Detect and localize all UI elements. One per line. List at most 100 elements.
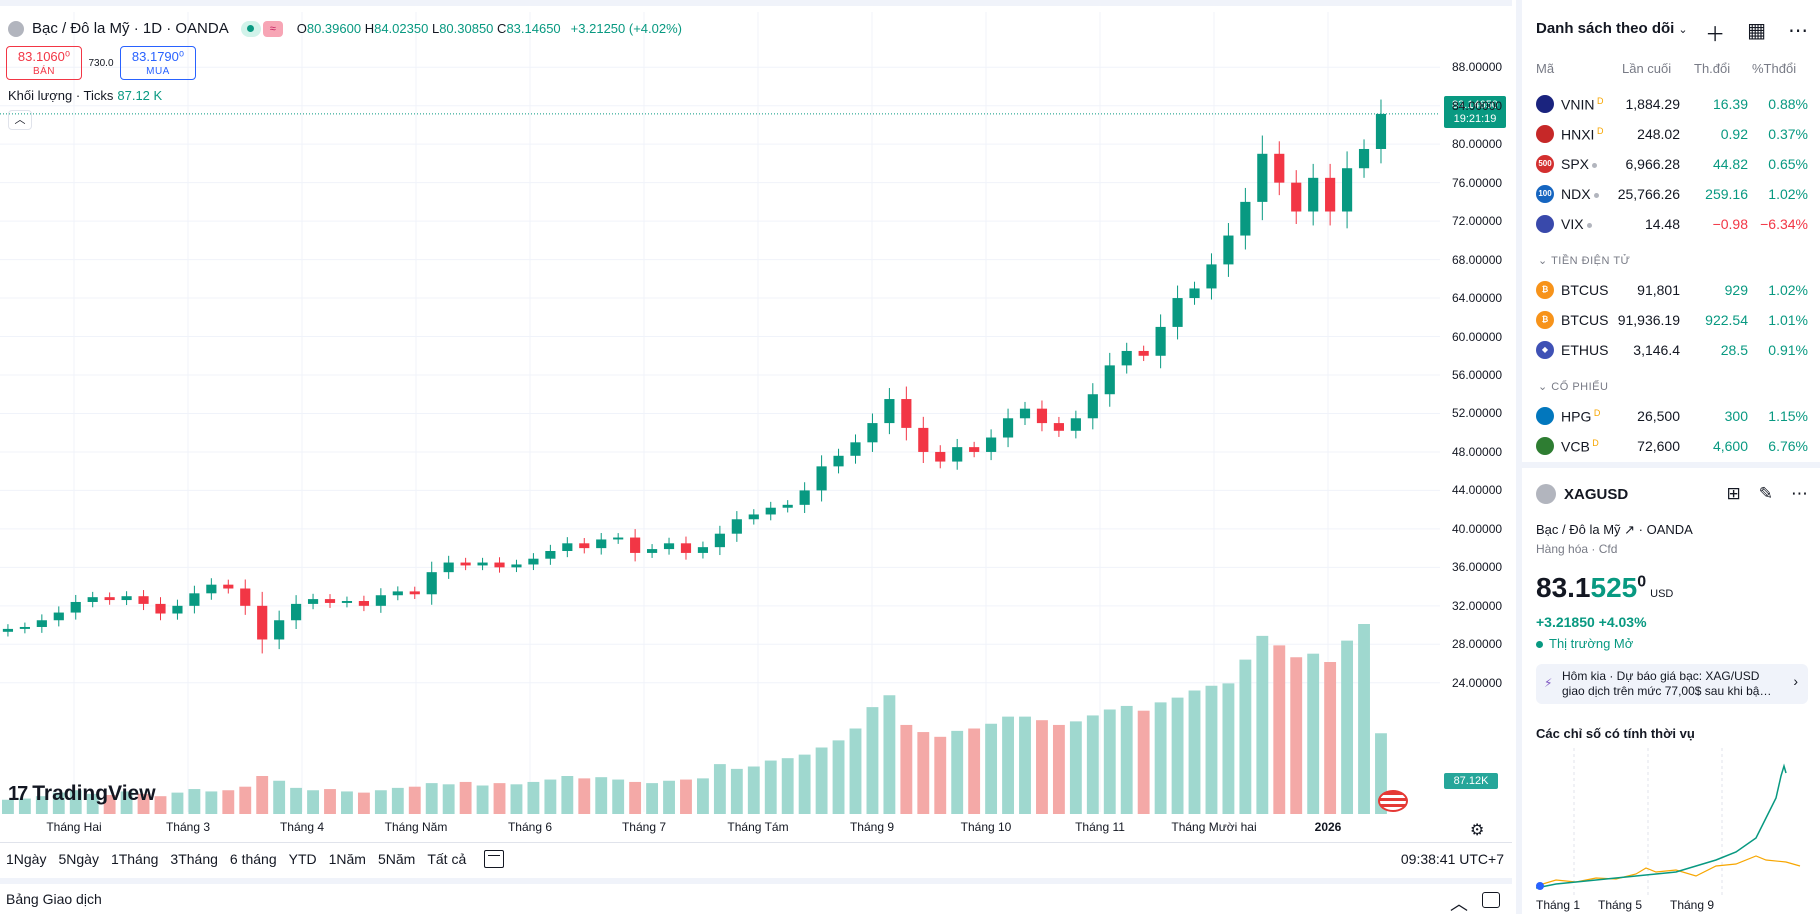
volume-bar: [442, 784, 455, 814]
price-axis-label: 56.00000: [1452, 368, 1503, 382]
market-status: Thị trường Mở: [1536, 636, 1633, 651]
range-button[interactable]: YTD: [288, 850, 317, 867]
range-button[interactable]: 6 tháng: [229, 850, 277, 867]
watchlist-row[interactable]: ₿ BTCUS 91,936.19 922.54 1.01%: [1522, 305, 1820, 335]
volume-bar: [1154, 702, 1167, 814]
candle: [409, 591, 420, 595]
news-card[interactable]: ⚡ Hôm kia · Dự báo giá bạc: XAG/USD giao…: [1536, 664, 1808, 704]
candle: [307, 599, 319, 604]
chevron-up-icon[interactable]: ︿: [1450, 894, 1468, 914]
detail-title[interactable]: XAGUSD: [1536, 484, 1628, 504]
watchlist-row[interactable]: 100 NDX 25,766.26 259.16 1.02%: [1522, 179, 1820, 209]
edit-icon[interactable]: ✎: [1758, 484, 1773, 503]
watchlist-row[interactable]: VNIN D 1,884.29 16.39 0.88%: [1522, 89, 1820, 119]
col-change-percent[interactable]: %Thđổi: [1752, 61, 1797, 76]
volume-bar: [934, 736, 947, 814]
watchlist-row[interactable]: ◆ ETHUS 3,146.4 28.5 0.91%: [1522, 335, 1820, 365]
market-status-pill[interactable]: ≈: [240, 20, 283, 37]
candle: [646, 549, 658, 553]
volume-bar: [273, 780, 286, 814]
more-options-icon[interactable]: ⋯: [1788, 20, 1808, 42]
watchlist-row[interactable]: VCB D 72,600 4,600 6.76%: [1522, 431, 1820, 461]
time-axis-label: Tháng 4: [279, 820, 325, 834]
range-button[interactable]: Tất cả: [427, 850, 467, 867]
volume-bar: [86, 793, 99, 814]
watchlist-section[interactable]: ⌄ TIỀN ĐIỆN TỬ: [1538, 255, 1631, 267]
calendar-icon[interactable]: [484, 849, 505, 868]
volume-legend[interactable]: Khối lượng · Ticks 87.12 K: [8, 88, 162, 103]
candle: [1019, 408, 1031, 419]
candle: [36, 620, 47, 627]
trading-panel-bar: Bảng Giao dịch ︿: [0, 878, 1512, 914]
col-symbol[interactable]: Mã: [1536, 61, 1555, 76]
range-button[interactable]: 1Năm: [328, 850, 366, 867]
trading-panel-tab[interactable]: Bảng Giao dịch: [6, 891, 102, 907]
symbol-title[interactable]: Bạc / Đô la Mỹ · 1D · OANDA: [32, 20, 229, 37]
watchlist-row[interactable]: ₿ BTCUS 91,801 929 1.02%: [1522, 275, 1820, 305]
seasonals-chart[interactable]: [1536, 748, 1808, 896]
grid-icon[interactable]: ⊞: [1726, 484, 1741, 503]
volume-bar: [527, 781, 540, 814]
volume-bar: [663, 780, 675, 814]
price-chart[interactable]: [0, 12, 1512, 836]
range-button[interactable]: 5Năm: [377, 850, 416, 867]
volume-bar: [1120, 705, 1133, 814]
candle: [1053, 423, 1064, 431]
range-button[interactable]: 5Ngày: [58, 850, 99, 867]
candle: [850, 442, 861, 456]
candle: [528, 558, 539, 565]
volume-bar: [1103, 709, 1116, 814]
row-chg: 259.16: [1705, 186, 1748, 202]
collapse-legend-button[interactable]: ︿: [8, 110, 32, 130]
seasonal-axis-label: Tháng 9: [1670, 898, 1715, 912]
volume-bar: [1290, 657, 1303, 814]
watchlist-row[interactable]: HPG D 26,500 300 1.15%: [1522, 401, 1820, 431]
maximize-icon[interactable]: [1482, 892, 1500, 908]
watchlist-row[interactable]: VIX 14.48 −0.98 −6.34%: [1522, 209, 1820, 239]
row-symbol: BTCUS: [1561, 312, 1609, 328]
tradingview-logo[interactable]: 17 TradingView: [8, 782, 156, 806]
watchlist-section[interactable]: ⌄ CỔ PHIẾU: [1538, 381, 1609, 393]
range-toolbar: 1Ngày 5Ngày 1Tháng 3Tháng 6 tháng YTD 1Năm 5Năm…: [0, 842, 1512, 874]
volume-bar: [815, 747, 828, 814]
buy-button[interactable]: 83.1790⁰ MUA: [120, 46, 196, 80]
row-pct: 0.65%: [1768, 156, 1808, 172]
symbol-logo-icon: ₿: [1536, 281, 1554, 299]
price-axis-label: 44.00000: [1452, 483, 1503, 498]
chart-panel[interactable]: Bạc / Đô la Mỹ · 1D · OANDA ≈ O80.39600 …: [0, 0, 1512, 839]
table-layout-icon[interactable]: ▦: [1747, 20, 1766, 42]
price-axis-label: 72.00000: [1452, 214, 1503, 229]
sell-button[interactable]: 83.1060⁰ BÁN: [6, 46, 82, 80]
range-buttons: 1Ngày 5Ngày 1Tháng 3Tháng 6 tháng YTD 1Năm 5Năm…: [0, 851, 472, 867]
time-axis-label: Tháng 10: [960, 820, 1012, 834]
range-button[interactable]: 1Ngày: [6, 850, 47, 867]
clock-timezone[interactable]: 09:38:41 UTC+7: [1400, 850, 1504, 867]
volume-bar: [1205, 685, 1218, 814]
detail-name[interactable]: Bạc / Đô la Mỹ ↗ · OANDA: [1536, 522, 1693, 537]
candle: [1291, 182, 1302, 212]
candle: [87, 597, 98, 602]
col-change[interactable]: Th.đổi: [1694, 61, 1731, 76]
row-pct: 0.88%: [1768, 96, 1808, 112]
col-last[interactable]: Lần cuối: [1622, 61, 1672, 76]
candle: [1274, 153, 1285, 183]
volume-legend-value: 87.12 K: [117, 88, 163, 103]
time-axis-label: Tháng Năm: [384, 820, 448, 834]
price-axis-label: 84.00000: [1452, 98, 1503, 113]
volume-bar: [239, 786, 252, 814]
range-button[interactable]: 3Tháng: [170, 850, 218, 867]
price-axis-label: 40.00000: [1452, 521, 1503, 536]
sell-label: BÁN: [32, 66, 56, 77]
add-symbol-icon[interactable]: ＋: [1705, 24, 1726, 46]
volume-bar: [646, 783, 659, 814]
range-button[interactable]: 1Tháng: [110, 850, 159, 867]
us-flag-icon[interactable]: [1378, 790, 1408, 812]
symbol-logo-icon: [1536, 407, 1554, 425]
watchlist-row[interactable]: HNXI D 248.02 0.92 0.37%: [1522, 119, 1820, 149]
candle: [392, 591, 403, 596]
settings-gear-icon[interactable]: ⚙: [1470, 822, 1485, 839]
last-price-label: 83.14650 19:21:19: [1444, 96, 1506, 128]
watchlist-row[interactable]: 500 SPX 6,966.28 44.82 0.65%: [1522, 149, 1820, 179]
more-icon[interactable]: ⋯: [1791, 484, 1808, 503]
watchlist-title[interactable]: Danh sách theo dõi ⌄: [1536, 20, 1688, 37]
